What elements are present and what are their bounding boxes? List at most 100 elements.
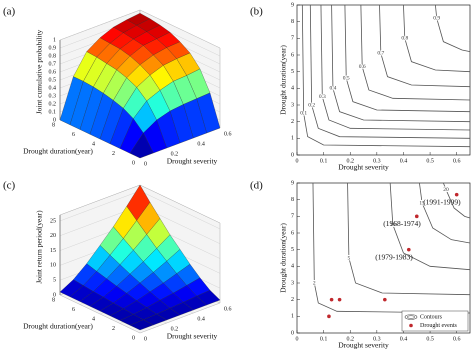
contour-line — [320, 4, 471, 131]
panel-label: (c) — [3, 180, 16, 192]
z-axis-label: Joint return period(year) — [35, 210, 44, 284]
contour-line — [301, 4, 471, 148]
contour-label: 0.5 — [343, 76, 350, 82]
contour-label: 0.4 — [329, 86, 336, 92]
x-tick-label: 0.1 — [320, 336, 328, 342]
y-tick-label: 0.6 — [224, 131, 232, 137]
z-tick-label: 0.2 — [49, 101, 57, 107]
y-tick-label: 6 — [291, 230, 294, 236]
legend-contour-swatch — [407, 315, 415, 319]
y-tick-label: 5 — [291, 69, 294, 75]
z-tick-label: 0.8 — [49, 53, 57, 59]
plot-frame — [296, 4, 471, 156]
z-axis-label: Joint cumulative probability — [35, 29, 44, 114]
contour-label: 0.1 — [300, 111, 307, 117]
y-tick-label: 8 — [291, 19, 294, 25]
z-tick-label: 0.5 — [49, 77, 57, 83]
x-tick-label: 0 — [296, 158, 299, 164]
y-tick-label: 1 — [291, 136, 294, 142]
contour-line — [379, 4, 471, 88]
panel-label: (b) — [250, 6, 263, 18]
y-tick-label: 0 — [291, 152, 294, 158]
y-tick-label: 7 — [291, 214, 294, 220]
legend-contour-swatch — [404, 314, 418, 320]
y-tick-label: 4 — [291, 86, 294, 92]
event-point — [383, 297, 387, 302]
x-tick-label: 0.3 — [373, 158, 381, 164]
z-tick-label: 5 — [53, 278, 56, 284]
x-tick-label: 8 — [52, 122, 55, 128]
z-tick-label: 25 — [50, 218, 56, 224]
y-tick-label: 3 — [291, 280, 294, 286]
contour-line — [312, 182, 471, 314]
x-tick-label: 4 — [92, 141, 95, 147]
legend-label: Contours — [420, 314, 443, 320]
z-tick-label: 0 — [53, 292, 56, 298]
contour-line — [389, 182, 471, 271]
y-tick-label: 2 — [291, 119, 294, 125]
y-axis-label: Drought duration(year) — [279, 223, 288, 293]
x-axis-label: Drought duration(year) — [23, 322, 93, 331]
contour-line — [419, 182, 471, 244]
contour-label: 0.8 — [401, 36, 408, 42]
contour-label: 0.3 — [319, 94, 326, 100]
x-tick-label: 0 — [296, 336, 299, 342]
event-point — [414, 214, 419, 219]
x-tick-label: 6 — [72, 132, 75, 138]
z-tick-label: 1 — [53, 37, 56, 43]
legend-label: Drought events — [420, 323, 457, 329]
contour-line — [347, 182, 471, 296]
contour-line — [403, 4, 471, 73]
z-tick-label: 15 — [50, 248, 56, 254]
event-point — [406, 247, 411, 252]
z-tick-label: 0.3 — [49, 93, 57, 99]
x-tick-label: 0.1 — [320, 158, 328, 164]
legend-event-swatch — [409, 323, 413, 328]
contour-line — [331, 4, 471, 123]
z-grid-line — [59, 9, 221, 49]
y-axis-label: Drought severity — [167, 157, 218, 166]
x-grid-line — [139, 302, 221, 334]
y-axis-label: Drought severity — [167, 332, 218, 341]
y-tick-label: 4 — [291, 264, 294, 270]
x-tick-label: 0.6 — [453, 158, 461, 164]
surface-cell — [129, 132, 154, 159]
contour-line — [344, 4, 471, 113]
plot-frame — [296, 182, 471, 334]
x-tick-label: 0.2 — [346, 158, 354, 164]
panel-label: (a) — [3, 6, 16, 18]
event-point — [454, 192, 459, 197]
contour-label: 0.9 — [433, 16, 440, 22]
panel-label: (d) — [250, 180, 263, 192]
y-tick-label: 5 — [291, 247, 294, 253]
y-tick-label: 9 — [291, 2, 294, 8]
x-tick-label: 0.4 — [400, 336, 408, 342]
x-tick-label: 8 — [52, 297, 55, 303]
contour-label: 0.2 — [308, 102, 315, 108]
y-tick-label: 0.2 — [171, 326, 179, 332]
y-tick-label: 7 — [291, 36, 294, 42]
x-tick-label: 0.3 — [373, 336, 381, 342]
x-tick-label: 2 — [112, 151, 115, 157]
z-tick-label: 0.4 — [49, 85, 57, 91]
y-grid-line — [59, 294, 141, 334]
y-tick-label: 6 — [291, 52, 294, 58]
z-tick-label: 0 — [53, 117, 56, 123]
z-tick-label: 0.7 — [49, 61, 57, 67]
y-tick-label: 9 — [291, 180, 294, 186]
x-tick-label: 0 — [132, 335, 135, 341]
x-tick-label: 2 — [112, 326, 115, 332]
event-annotation: (1968-1974) — [383, 219, 421, 228]
contour-label: 10 — [390, 222, 396, 228]
surface-cell — [129, 319, 154, 331]
y-axis-label: Drought duration(year) — [279, 45, 288, 115]
contour-label: 5 — [348, 255, 351, 261]
x-tick-label: 0 — [132, 160, 135, 166]
z-tick-label: 0.1 — [49, 109, 57, 115]
x-tick-label: 0.2 — [346, 336, 354, 342]
x-tick-label: 0.6 — [453, 336, 461, 342]
z-tick-label: 0.9 — [49, 45, 57, 51]
x-tick-label: 6 — [72, 307, 75, 313]
contour-label: 20 — [443, 187, 449, 193]
